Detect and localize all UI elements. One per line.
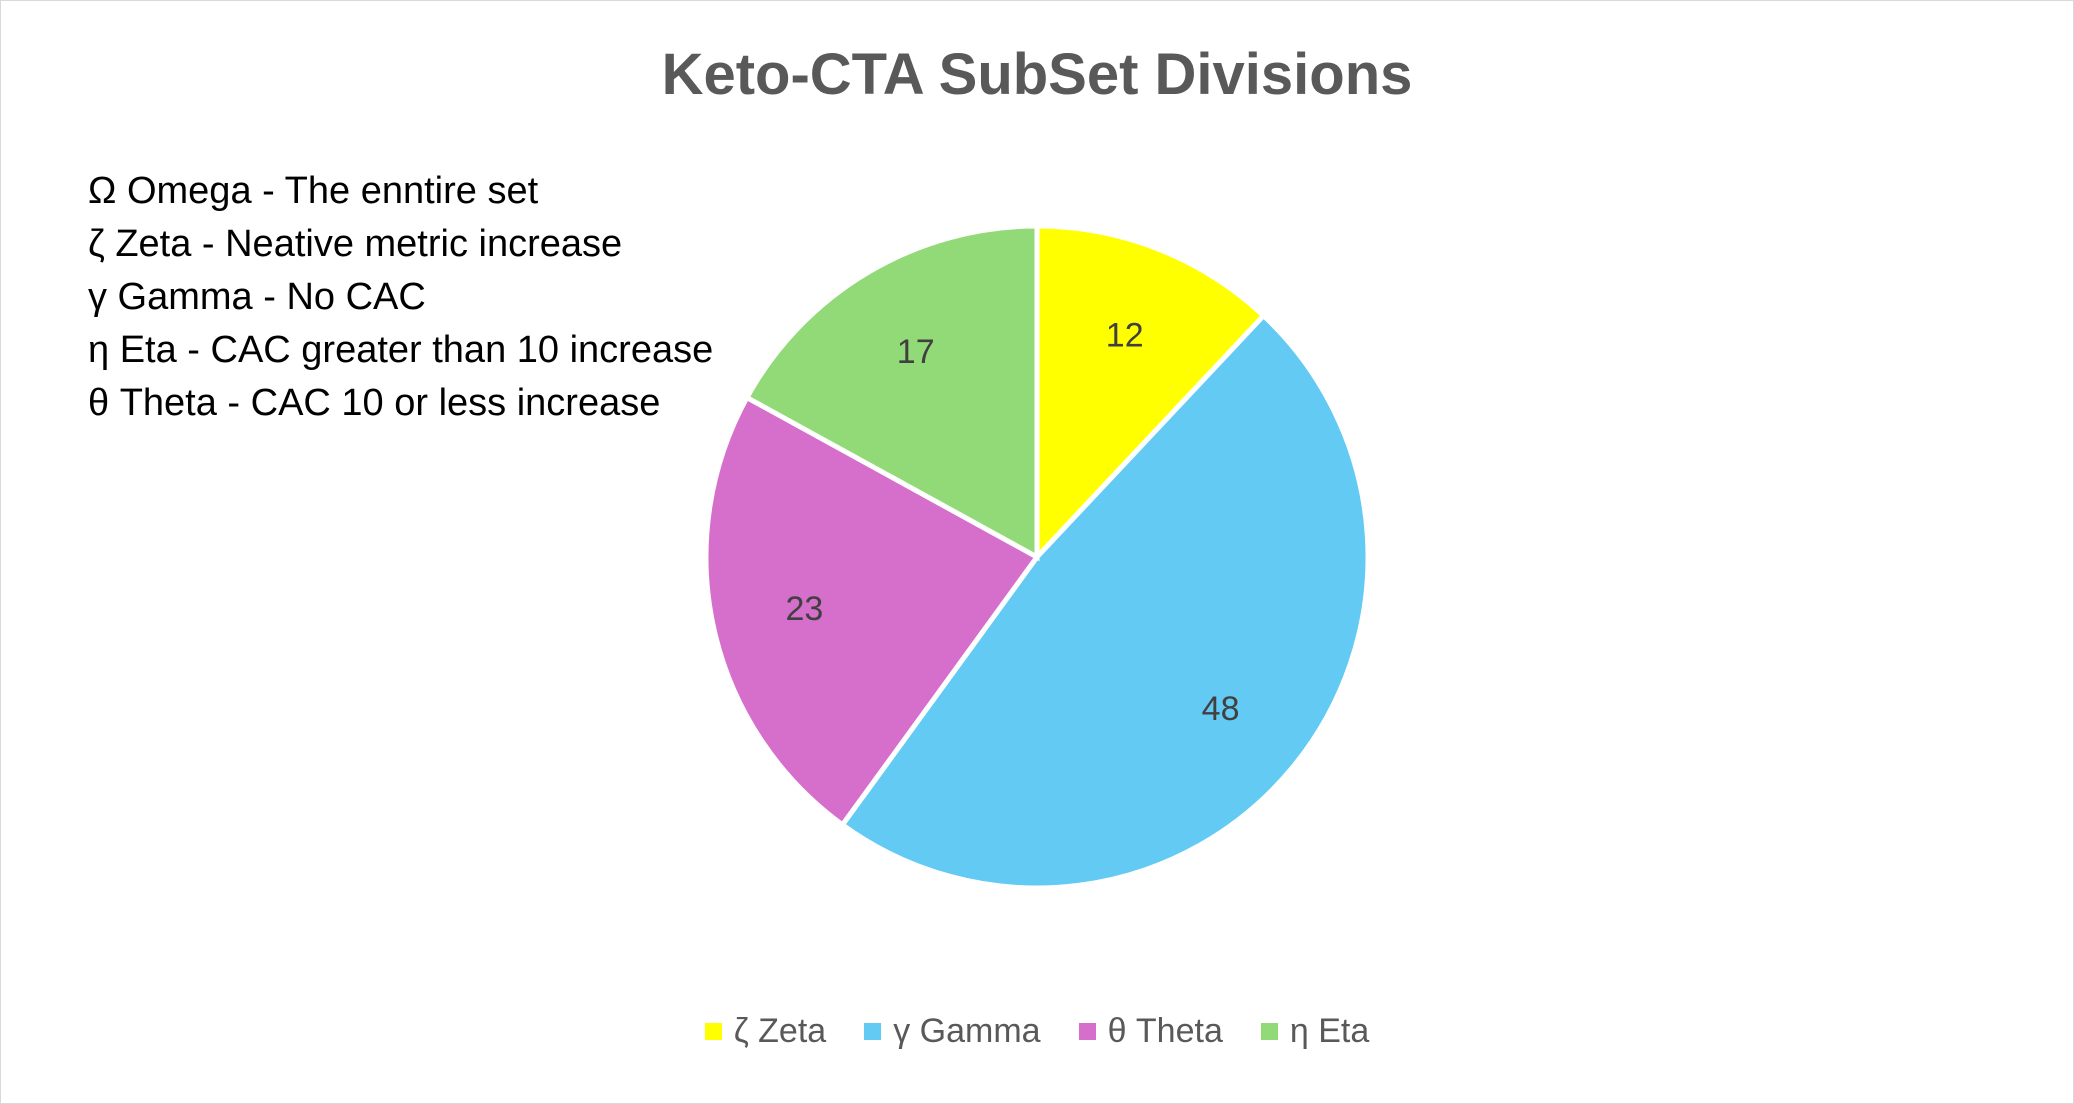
pie-slice-eta: [743, 223, 1040, 562]
legend-label-eta: η Eta: [1289, 1012, 1370, 1050]
pie-slice-zeta: [1034, 223, 1268, 564]
chart-legend: ζ Zeta γ Gamma θ Theta η Eta: [0, 1012, 2074, 1051]
legend-item-gamma: γ Gamma: [864, 1012, 1041, 1051]
legend-item-theta: θ Theta: [1078, 1012, 1223, 1051]
data-label-theta: 23: [785, 590, 823, 628]
legend-label-gamma: γ Gamma: [893, 1012, 1041, 1050]
annotation-zeta: ζ Zeta - Neative metric increase: [88, 223, 623, 265]
legend-item-eta: η Eta: [1260, 1012, 1370, 1051]
legend-swatch-zeta: [704, 1023, 722, 1040]
annotation-eta: η Eta - CAC greater than 10 increase: [88, 329, 714, 371]
legend-label-theta: θ Theta: [1107, 1012, 1223, 1050]
legend-label-zeta: ζ Zeta: [733, 1012, 827, 1050]
data-label-gamma: 48: [1202, 690, 1240, 728]
annotation-text-box: Ω Omega - The enntire set ζ Zeta - Neati…: [88, 165, 713, 430]
legend-swatch-theta: [1078, 1023, 1096, 1040]
data-label-eta: 17: [897, 333, 935, 371]
pie-slices: [703, 223, 1371, 891]
data-label-zeta: 12: [1106, 316, 1144, 354]
pie-data-labels: 12 48 23 17: [785, 316, 1239, 728]
legend-swatch-eta: [1260, 1023, 1278, 1040]
annotation-omega: Ω Omega - The enntire set: [88, 170, 539, 212]
legend-swatch-gamma: [864, 1023, 882, 1040]
annotation-gamma: γ Gamma - No CAC: [88, 276, 426, 318]
pie-slice-gamma: [838, 312, 1371, 891]
pie-slice-theta: [703, 394, 1041, 829]
chart-title: Keto-CTA SubSet Divisions: [661, 42, 1413, 107]
legend-item-zeta: ζ Zeta: [704, 1012, 827, 1051]
annotation-theta: θ Theta - CAC 10 or less increase: [88, 382, 661, 424]
